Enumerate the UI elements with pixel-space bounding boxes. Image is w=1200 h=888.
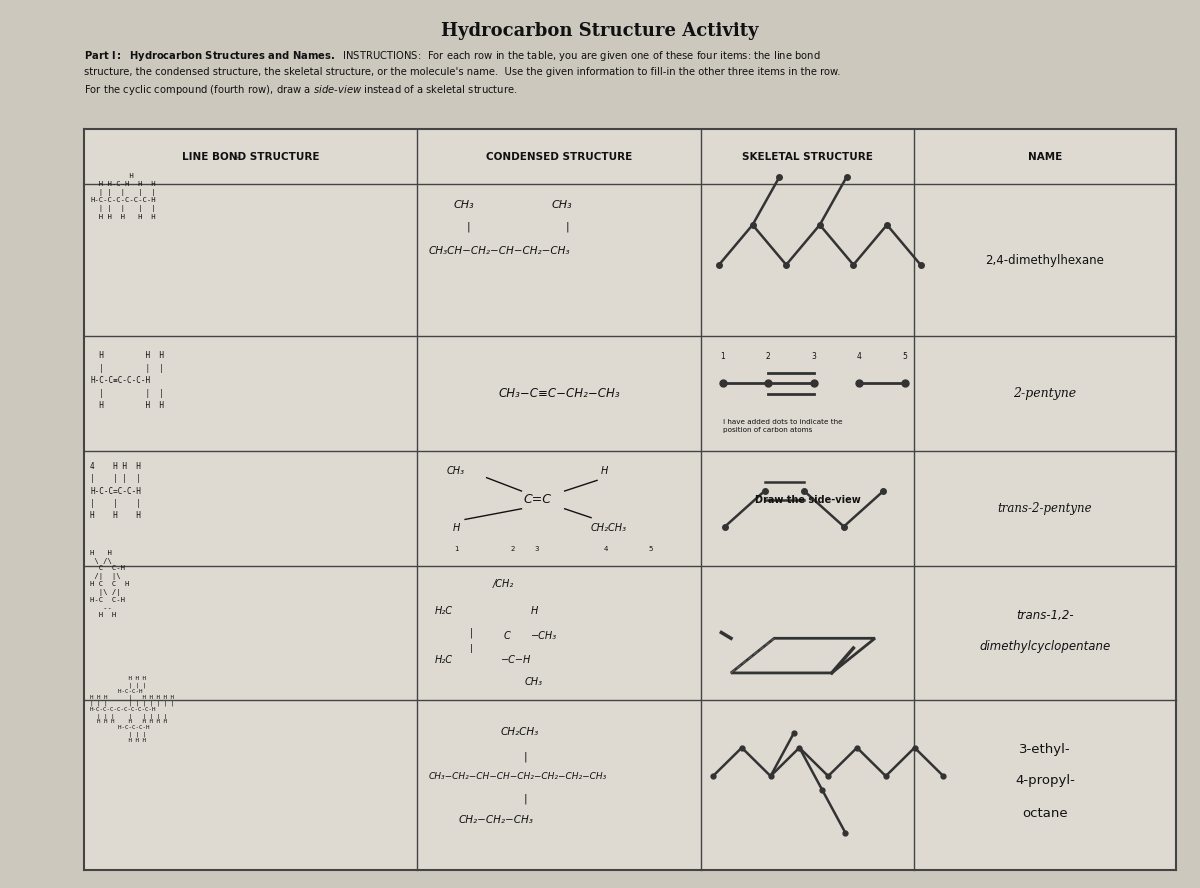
Text: −CH₃: −CH₃ bbox=[532, 630, 557, 640]
Text: |: | bbox=[565, 221, 569, 232]
Text: Hydrocarbon Structure Activity: Hydrocarbon Structure Activity bbox=[442, 22, 758, 40]
Text: CH₃: CH₃ bbox=[552, 201, 572, 210]
Text: H: H bbox=[454, 523, 461, 534]
Text: 3: 3 bbox=[535, 546, 539, 551]
Text: CH₃CH−CH₂−CH−CH₂−CH₃: CH₃CH−CH₂−CH−CH₂−CH₃ bbox=[430, 247, 570, 257]
Bar bbox=[84, 129, 1176, 870]
Text: 5: 5 bbox=[649, 546, 653, 551]
Text: H
  H H-C-H  H  H
  | |  |   |  |
H-C-C-C-C-C-C-H
  | |  |   |  |
  H H  H   H  : H H H-C-H H H | | | | | H-C-C-C-C-C-C-H … bbox=[90, 173, 156, 220]
Text: CH₂CH₃: CH₂CH₃ bbox=[502, 726, 539, 737]
Text: H₂C: H₂C bbox=[436, 654, 454, 664]
Text: /CH₂: /CH₂ bbox=[493, 579, 514, 589]
Text: 2: 2 bbox=[766, 352, 770, 361]
Text: H: H bbox=[532, 606, 539, 615]
Text: Draw the side-view: Draw the side-view bbox=[755, 495, 860, 504]
Text: dimethylcyclopentane: dimethylcyclopentane bbox=[979, 639, 1110, 653]
Text: |: | bbox=[523, 793, 527, 804]
Text: trans-2-pentyne: trans-2-pentyne bbox=[997, 503, 1092, 515]
Text: CH₃: CH₃ bbox=[448, 466, 466, 477]
Text: −C−H: −C−H bbox=[502, 654, 532, 664]
Text: 2-pentyne: 2-pentyne bbox=[1013, 387, 1076, 400]
Text: NAME: NAME bbox=[1028, 152, 1062, 162]
Text: 2: 2 bbox=[511, 546, 515, 551]
Text: C=C: C=C bbox=[523, 494, 551, 506]
Text: 4    H H  H
|    | |  |
H-C-C=C-C-H
|    |    |
H    H    H: 4 H H H | | | | H-C-C=C-C-H | | | H H H bbox=[90, 463, 140, 519]
Text: CH₃−C≡C−CH₂−CH₃: CH₃−C≡C−CH₂−CH₃ bbox=[498, 387, 620, 400]
Text: CH₂−CH₂−CH₃: CH₂−CH₂−CH₃ bbox=[460, 815, 534, 826]
Text: LINE BOND STRUCTURE: LINE BOND STRUCTURE bbox=[181, 152, 319, 162]
Text: CH₃: CH₃ bbox=[526, 677, 544, 686]
Text: I have added dots to indicate the
position of carbon atoms: I have added dots to indicate the positi… bbox=[722, 419, 842, 432]
Text: octane: octane bbox=[1022, 807, 1068, 820]
Text: |: | bbox=[523, 751, 527, 762]
Text: 1: 1 bbox=[455, 546, 458, 551]
Text: 4: 4 bbox=[857, 352, 862, 361]
Text: H₂C: H₂C bbox=[436, 606, 454, 615]
Text: |: | bbox=[469, 628, 473, 638]
Text: 2,4-dimethylhexane: 2,4-dimethylhexane bbox=[985, 254, 1104, 267]
Text: 4: 4 bbox=[604, 546, 607, 551]
Text: trans-1,2-: trans-1,2- bbox=[1016, 608, 1074, 622]
Text: H: H bbox=[235, 155, 240, 162]
Text: CH₃: CH₃ bbox=[454, 201, 474, 210]
Text: CONDENSED STRUCTURE: CONDENSED STRUCTURE bbox=[486, 152, 632, 162]
Text: |: | bbox=[467, 221, 470, 232]
Text: 3: 3 bbox=[811, 352, 816, 361]
Text: $\bf{Part\ I:\ \ Hydrocarbon\ Structures\ and\ Names.}$  INSTRUCTIONS:  For each: $\bf{Part\ I:\ \ Hydrocarbon\ Structures… bbox=[84, 49, 840, 97]
Text: 5: 5 bbox=[902, 352, 907, 361]
Text: CH₂CH₃: CH₂CH₃ bbox=[592, 523, 628, 534]
Text: 1: 1 bbox=[720, 352, 725, 361]
Text: 4-propyl-: 4-propyl- bbox=[1015, 774, 1075, 787]
Text: |: | bbox=[469, 644, 473, 653]
Text: SKELETAL STRUCTURE: SKELETAL STRUCTURE bbox=[742, 152, 872, 162]
Text: H H H
           | | |
        H-C-C-H
H H H      |   H H H H H
| | |      | | |: H H H | | | H-C-C-H H H H | H H H H H | … bbox=[90, 677, 174, 742]
Text: CH₃−CH₂−CH−CH−CH₂−CH₂−CH₂−CH₃: CH₃−CH₂−CH−CH−CH₂−CH₂−CH₂−CH₃ bbox=[430, 772, 607, 781]
Text: H: H bbox=[601, 466, 608, 477]
Text: H         H  H
  |         |  |
H-C-C≡C-C-C-H
  |         |  |
  H         H  H: H H H | | | H-C-C≡C-C-C-H | | | H H H bbox=[90, 351, 164, 410]
Text: 3-ethyl-: 3-ethyl- bbox=[1019, 743, 1070, 756]
Text: C: C bbox=[504, 630, 510, 640]
Text: H   H
 \ /\
  C  C-H
 /|  |\
H C  C  H
  |\ /|
H-C  C-H
   --
  H  H: H H \ /\ C C-H /| |\ H C C H |\ /| H-C C… bbox=[90, 551, 130, 618]
